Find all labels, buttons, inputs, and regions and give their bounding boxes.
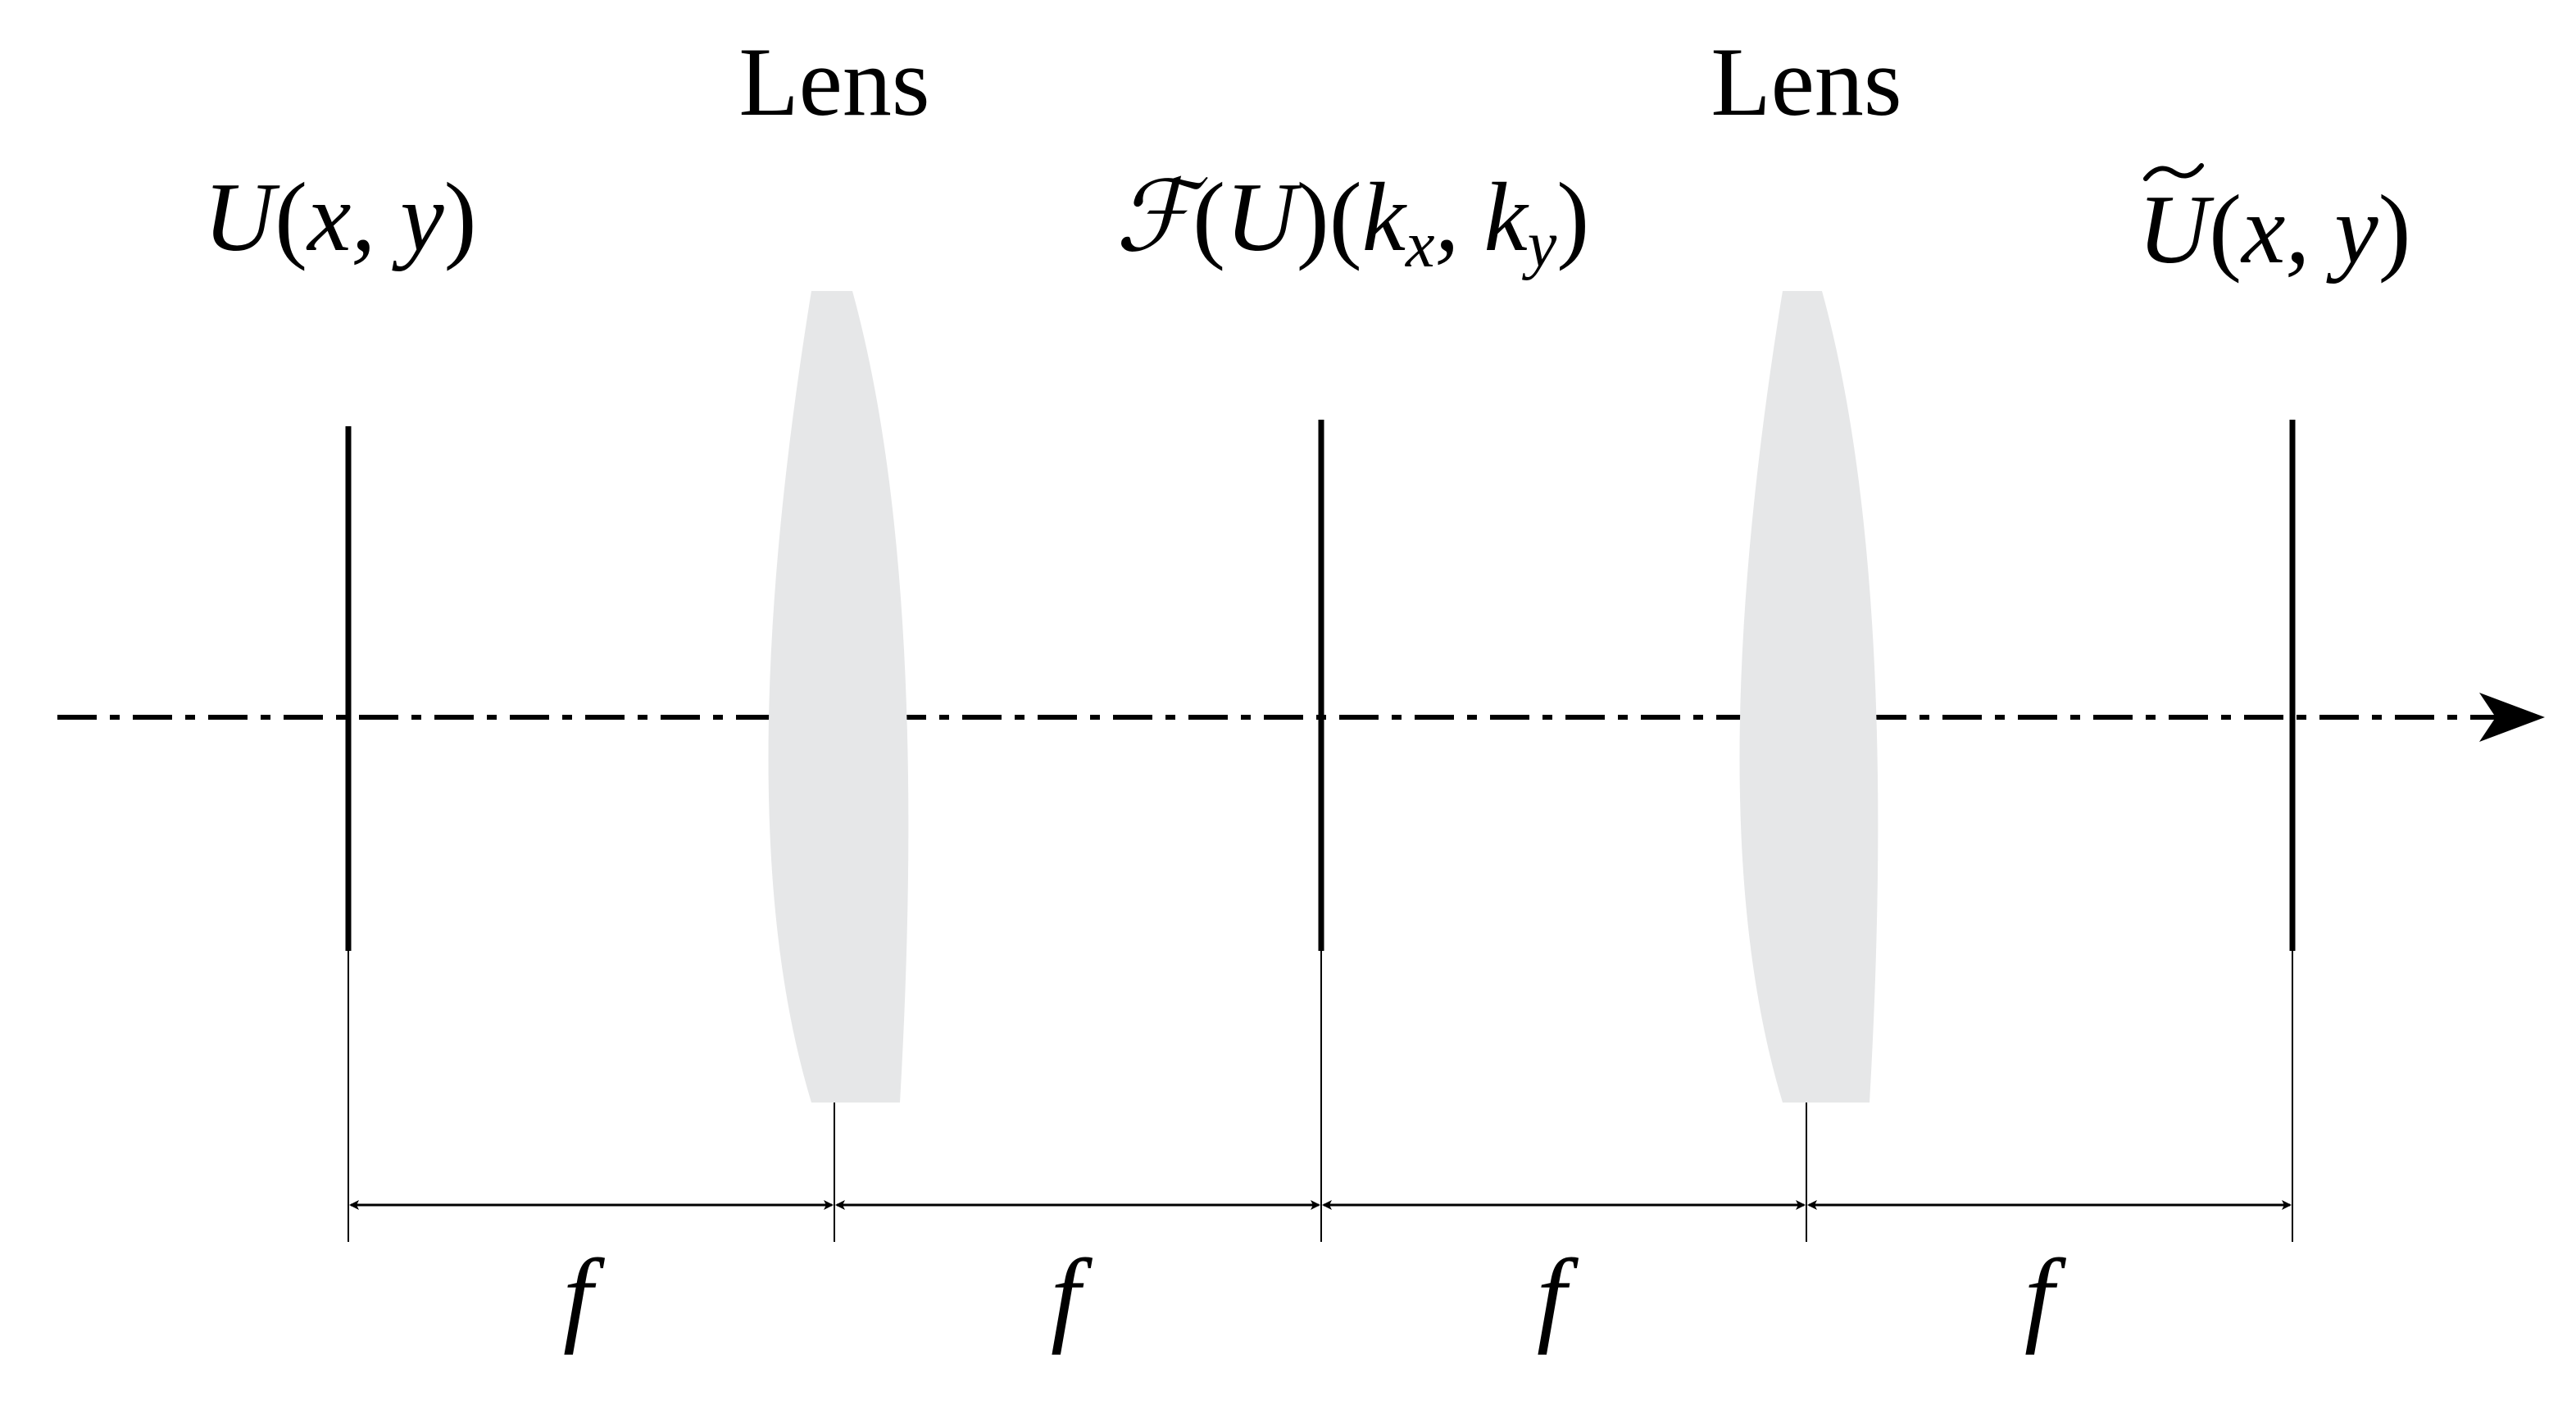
output-field-func: U [2138, 175, 2215, 284]
input-field-args: x, y [306, 162, 444, 271]
fourier-transform-k2: , k [1434, 162, 1529, 271]
fourier-transform-k1: k [1362, 162, 1408, 271]
input-field-label: U(x, y) [203, 162, 476, 271]
lens-2-label: Lens [1711, 27, 1901, 136]
fourier-transform-sub-y: y [1522, 209, 1557, 281]
distance-label-2: f [1051, 1238, 1093, 1356]
lens-2-shape [1739, 291, 1879, 1103]
distance-label-1: f [563, 1238, 606, 1356]
lens-1-shape [768, 291, 909, 1103]
input-field-func: U [203, 162, 280, 271]
fourier-transform-sub-x: x [1405, 209, 1435, 281]
fourier-transform-field: U [1225, 162, 1302, 271]
output-field-args: x, y [2240, 175, 2378, 284]
optical-axis-arrowhead [2479, 693, 2545, 742]
fourier-transform-label: ℱ(U)(kx, ky) [1115, 162, 1589, 281]
output-field-label: U(x, y) [2138, 175, 2410, 284]
distance-label-3: f [1537, 1238, 1579, 1356]
output-field-tilde [2143, 163, 2204, 181]
distance-label-4: f [2024, 1238, 2067, 1356]
lens-1-label: Lens [738, 27, 929, 136]
